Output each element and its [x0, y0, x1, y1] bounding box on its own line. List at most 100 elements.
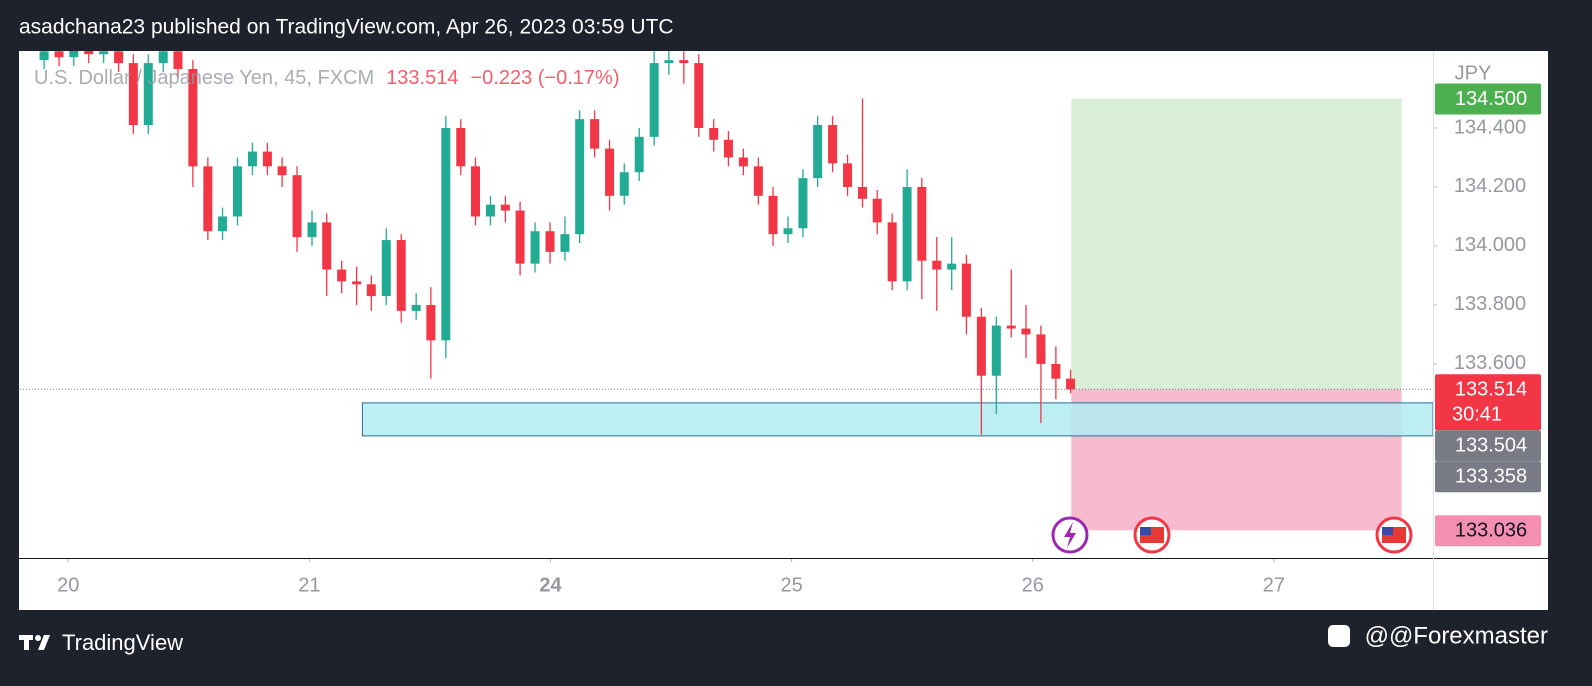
candle-body [1051, 363, 1061, 379]
x-tick-label: 20 [57, 574, 79, 596]
candle-body [664, 60, 674, 64]
candle-body [69, 51, 79, 58]
price-label-sub: 30:41 [1452, 404, 1502, 426]
candle-body [54, 51, 64, 58]
candle-body [605, 148, 615, 196]
candle-body [649, 63, 659, 137]
legend-price: 133.514 [386, 67, 458, 89]
event-icon-flag [1382, 527, 1393, 535]
candle-body [917, 186, 927, 261]
candle-body [218, 216, 228, 232]
x-tick-label: 21 [298, 574, 320, 596]
candle-body [307, 222, 317, 238]
candle-body [1006, 325, 1016, 329]
candle-body [947, 263, 957, 270]
candle-body [961, 263, 971, 317]
candle-body [679, 60, 689, 64]
candle-body [337, 269, 347, 282]
candle-body [366, 284, 376, 297]
candle-body [619, 172, 629, 196]
candle-body [590, 119, 600, 149]
candle-body [828, 125, 838, 164]
y-tick-label: 134.000 [1454, 234, 1526, 256]
candle-body [798, 178, 808, 229]
candle-body [768, 195, 778, 235]
candle-body [560, 234, 570, 252]
x-tick-label: 25 [780, 574, 802, 596]
price-label-box [1435, 515, 1541, 547]
legend: U.S. Dollar / Japanese Yen, 45, FXCM 133.… [34, 67, 619, 89]
candle-body [976, 316, 986, 376]
footer-author: @@Forexmaster [1365, 622, 1548, 649]
candle-body [694, 63, 704, 128]
price-label: 133.358 [1455, 466, 1527, 488]
logo-part [35, 635, 41, 641]
legend-change: −0.223 (−0.17%) [470, 67, 619, 89]
price-label-box [1435, 430, 1541, 462]
plot-area [20, 51, 1433, 531]
candle-body [381, 240, 391, 297]
candle-body [426, 304, 436, 341]
price-label: 134.500 [1455, 88, 1527, 110]
candle-body [991, 325, 1001, 376]
axis-unit: JPY [1455, 62, 1492, 84]
candle-body [143, 63, 153, 126]
candle-body [515, 210, 525, 264]
candle-body [441, 127, 451, 341]
candle-body [188, 68, 198, 167]
y-tick-label: 134.200 [1454, 175, 1526, 197]
price-label-box [1435, 83, 1541, 115]
candle-body [128, 63, 138, 126]
x-tick-label: 24 [539, 574, 562, 596]
candle-body [857, 186, 867, 199]
legend-symbol: U.S. Dollar / Japanese Yen, 45, FXCM [34, 67, 374, 89]
candle-body [902, 186, 912, 282]
candle-body [485, 204, 495, 217]
candle-body [783, 228, 793, 235]
candle-body [887, 222, 897, 282]
price-label-box [1435, 461, 1541, 493]
x-tick-label: 27 [1263, 574, 1285, 596]
candle-body [411, 304, 421, 311]
candle-body [99, 51, 109, 55]
candle-body [262, 151, 272, 167]
candle-body [634, 136, 644, 173]
candle-body [500, 204, 510, 211]
candle-body [932, 260, 942, 270]
candle-body [39, 51, 49, 61]
header-text: asadchana23 published on TradingView.com… [19, 16, 674, 39]
y-tick-label: 133.800 [1454, 293, 1526, 315]
profit-zone [1071, 98, 1402, 390]
demand-zone [361, 402, 1433, 437]
event-icon-flag [1140, 527, 1151, 535]
candle-body [456, 127, 466, 167]
candle-body [232, 166, 242, 217]
logo-part [24, 635, 29, 650]
candle-body [158, 51, 168, 64]
facebook-icon [1328, 625, 1350, 647]
candle-body [575, 119, 585, 235]
candle-body [173, 51, 183, 69]
candle-body [1066, 378, 1076, 390]
candle-body [352, 281, 362, 285]
y-tick-label: 134.400 [1454, 116, 1526, 138]
candle-body [709, 127, 719, 140]
candle-body [843, 163, 853, 187]
candle-body [738, 157, 748, 167]
y-tick-label: 133.600 [1454, 352, 1526, 374]
candle-body [753, 166, 763, 196]
footer-brand: TradingView [62, 630, 183, 655]
candle-body [114, 51, 124, 64]
price-label-box [1435, 374, 1541, 431]
candle-body [292, 175, 302, 238]
price-label: 133.036 [1455, 520, 1527, 542]
candle-body [545, 231, 555, 252]
candle-body [247, 151, 257, 167]
candle-body [84, 51, 94, 55]
price-label: 133.514 [1455, 379, 1527, 401]
candle-body [723, 139, 733, 158]
x-tick-label: 26 [1022, 574, 1044, 596]
event-icon-bolt [1064, 522, 1076, 548]
